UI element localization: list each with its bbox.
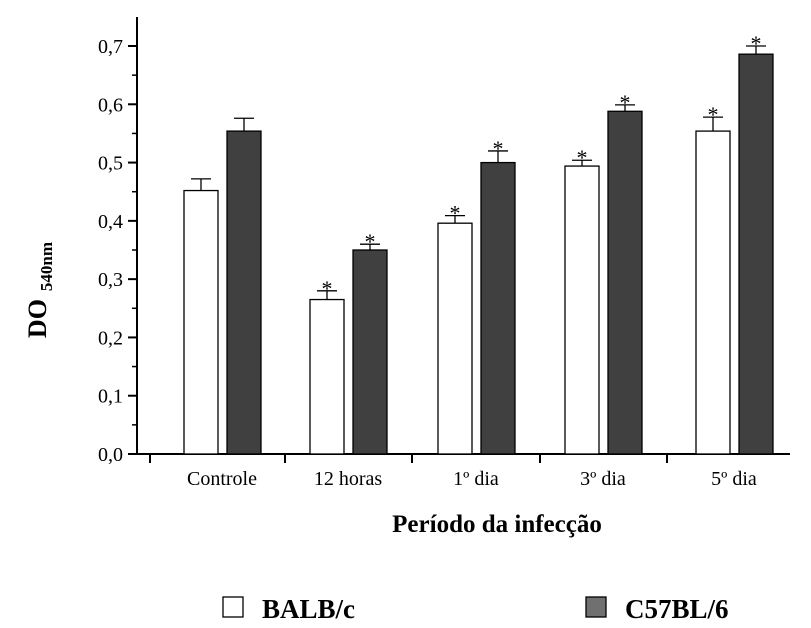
y-tick-label: 0,3 — [98, 269, 123, 291]
x-tick-label: Controle — [187, 468, 257, 490]
bar-mark — [183, 189, 219, 455]
y-axis-title: DO 540nm — [23, 242, 56, 338]
y-tick-label: 0,5 — [98, 153, 123, 175]
bar-mark — [607, 110, 643, 455]
legend-swatch-c57bl6 — [585, 596, 607, 618]
y-axis-title-subscript: 540nm — [37, 242, 56, 291]
bar-mark — [564, 165, 600, 455]
bar-mark — [352, 249, 388, 455]
x-axis-title: Período da infecção — [392, 511, 602, 538]
legend-label-balbc: BALB/c — [262, 594, 355, 624]
x-axis-ticks: Controle 12 horas 1º dia 3º dia 5º dia — [149, 454, 757, 490]
x-tick-label: 12 horas — [314, 468, 383, 490]
legend-label-c57bl6: C57BL/6 — [625, 594, 729, 624]
y-axis-ticks: 0,0 0,1 0,2 0,3 0,4 0,5 0,6 0,7 — [98, 36, 137, 466]
bar-mark — [437, 222, 473, 455]
y-tick-label: 0,2 — [98, 327, 123, 349]
y-axis-title-main: DO — [23, 299, 52, 338]
significance-marker: * — [577, 145, 588, 170]
significance-marker: * — [620, 90, 631, 115]
legend-swatch-balbc — [222, 596, 244, 618]
significance-marker: * — [450, 201, 461, 226]
y-tick-label: 0,4 — [98, 211, 123, 233]
y-tick-label: 0,0 — [98, 444, 123, 466]
x-tick-label: 5º dia — [711, 468, 757, 490]
significance-marker: * — [493, 136, 504, 161]
x-tick-label: 3º dia — [580, 468, 626, 490]
significance-marker: * — [751, 31, 762, 56]
y-tick-label: 0,1 — [98, 386, 123, 408]
bars: * * * * * * * * — [183, 31, 774, 455]
y-tick-label: 0,7 — [98, 36, 123, 58]
bar-mark — [480, 161, 516, 455]
bar-mark — [695, 130, 731, 455]
legend: BALB/c C57BL/6 — [222, 594, 729, 624]
x-tick-label: 1º dia — [453, 468, 499, 490]
significance-marker: * — [708, 102, 719, 127]
bar-mark — [226, 130, 262, 455]
y-tick-label: 0,6 — [98, 94, 123, 116]
bar-mark — [738, 53, 774, 455]
significance-marker: * — [365, 229, 376, 254]
bar-mark — [309, 298, 345, 455]
significance-marker: * — [322, 276, 333, 301]
